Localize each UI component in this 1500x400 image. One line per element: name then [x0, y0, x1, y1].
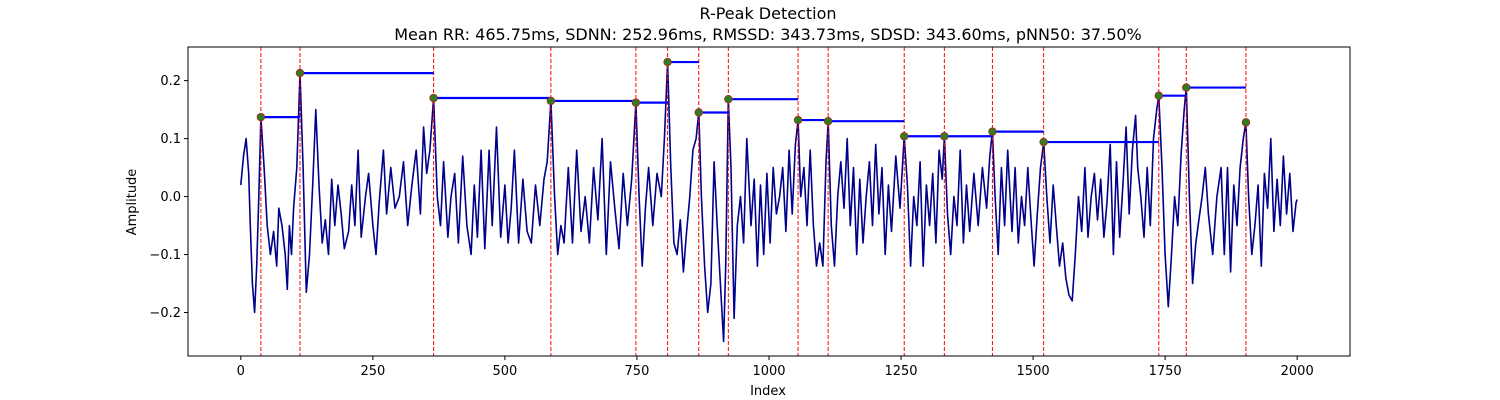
chart-title: R-Peak Detection — [699, 4, 836, 23]
x-tick-label: 0 — [237, 364, 245, 379]
r-peak-marker — [694, 108, 703, 117]
r-peak-marker — [295, 68, 305, 78]
r-peak-marker — [1154, 91, 1163, 100]
x-tick-label: 2000 — [1281, 364, 1314, 379]
y-tick-label: 0.1 — [160, 132, 181, 147]
plot-area — [240, 47, 1298, 356]
r-peak-marker — [631, 98, 641, 107]
x-tick-label: 1750 — [1149, 364, 1182, 379]
r-peak-marker — [256, 112, 266, 122]
r-peak-marker — [724, 94, 733, 104]
r-peak-marker — [988, 127, 997, 136]
r-peak-marker — [793, 115, 803, 125]
y-axis: −0.2 −0.1 0.0 0.1 0.2 — [149, 74, 188, 321]
chart-subtitle: Mean RR: 465.75ms, SDNN: 252.96ms, RMSSD… — [394, 25, 1142, 44]
x-tick-label: 1500 — [1017, 364, 1050, 379]
x-axis: 0 250 500 750 1000 1250 1500 1750 2000 — [237, 356, 1314, 379]
signal-line — [240, 61, 1298, 343]
y-tick-label: 0.2 — [160, 74, 181, 89]
r-peak-marker — [1241, 118, 1251, 127]
r-peak-marker — [429, 93, 438, 103]
r-peak-marker — [546, 96, 556, 106]
r-peak-marker — [1182, 83, 1191, 92]
r-peak-marker — [663, 57, 672, 67]
r-peak-marker — [900, 132, 909, 141]
y-axis-label: Amplitude — [125, 169, 140, 236]
r-peak-marker — [940, 132, 949, 141]
y-tick-label: −0.1 — [149, 248, 181, 263]
y-tick-label: 0.0 — [160, 190, 181, 205]
x-axis-label: Index — [750, 384, 786, 399]
r-peak-marker — [1039, 137, 1048, 147]
x-tick-label: 250 — [360, 364, 385, 379]
x-tick-label: 500 — [492, 364, 517, 379]
x-tick-label: 1250 — [884, 364, 917, 379]
r-peak-marker — [823, 117, 833, 126]
y-tick-label: −0.2 — [149, 306, 181, 321]
x-tick-label: 750 — [625, 364, 650, 379]
x-tick-label: 1000 — [752, 364, 785, 379]
